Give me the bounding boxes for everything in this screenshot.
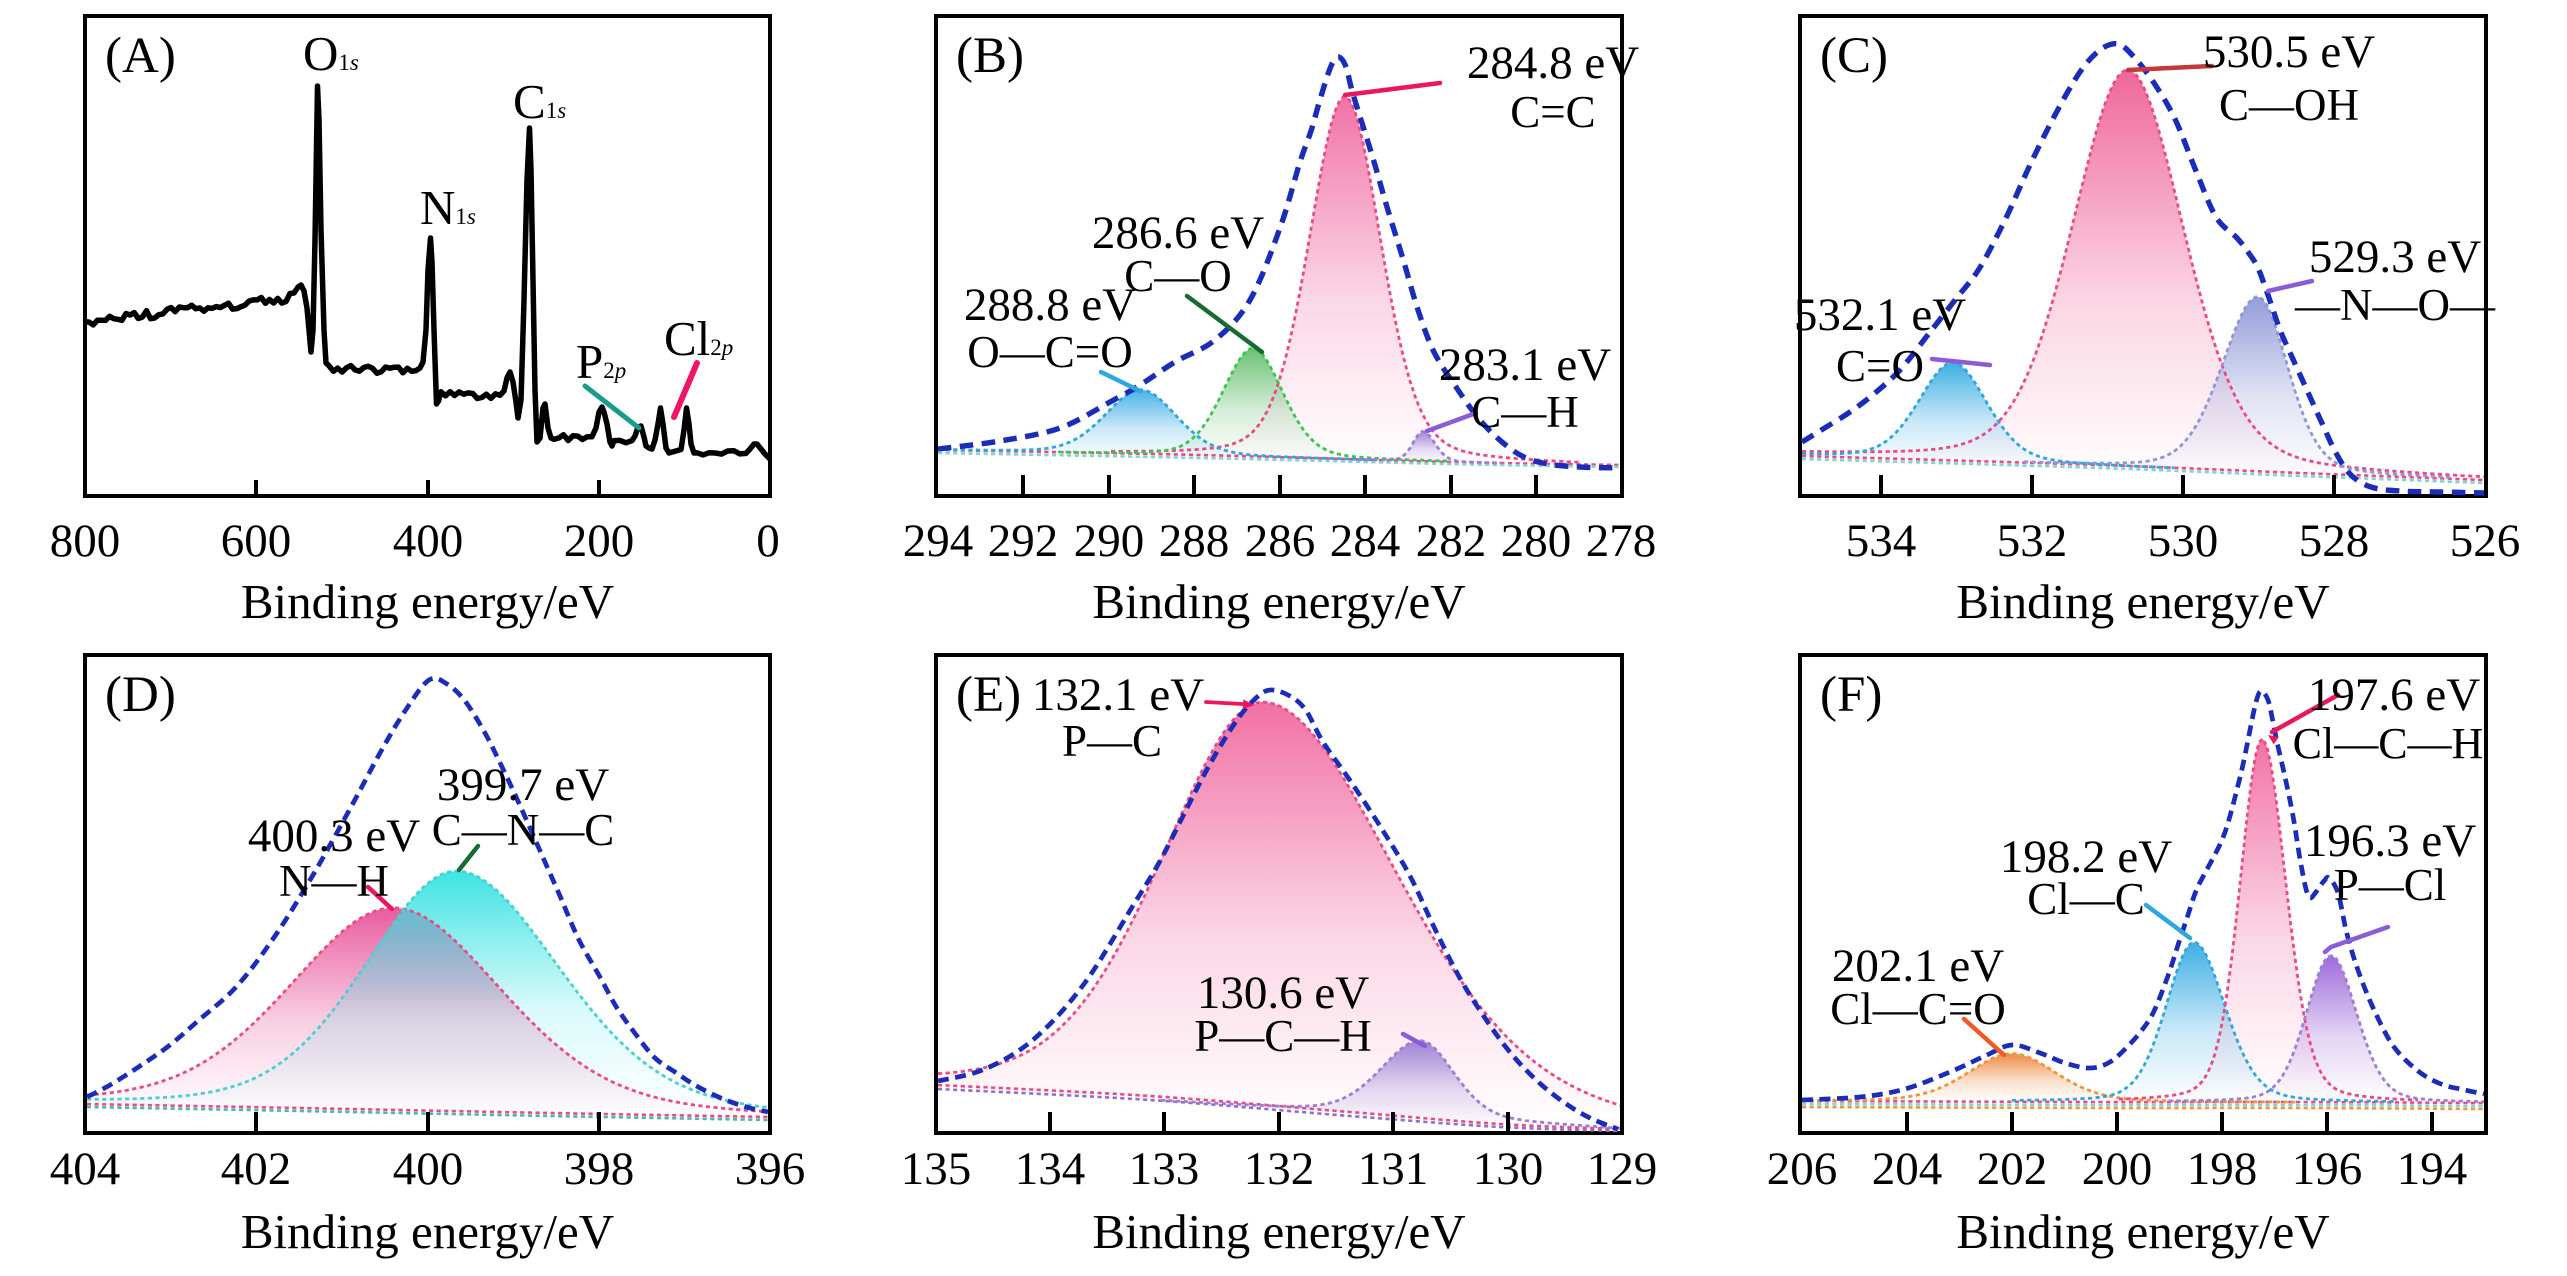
svg-text:530: 530 <box>2148 515 2219 567</box>
svg-text:290: 290 <box>1074 515 1145 567</box>
svg-text:(D): (D) <box>105 667 176 723</box>
svg-text:282: 282 <box>1416 515 1487 567</box>
svg-text:132.1 eV: 132.1 eV <box>1032 669 1204 721</box>
svg-text:Binding energy/eV: Binding energy/eV <box>1956 1204 2329 1259</box>
svg-text:Cl—C=O: Cl—C=O <box>1830 984 2005 1034</box>
svg-text:P—Cl: P—Cl <box>2334 860 2447 910</box>
svg-text:400: 400 <box>393 515 464 567</box>
svg-text:278: 278 <box>1586 515 1657 567</box>
svg-text:600: 600 <box>221 515 292 567</box>
svg-text:294: 294 <box>903 515 974 567</box>
svg-text:283.1 eV: 283.1 eV <box>1439 339 1611 391</box>
svg-text:204: 204 <box>1872 1143 1943 1195</box>
svg-text:280: 280 <box>1501 515 1572 567</box>
svg-text:398: 398 <box>564 1143 635 1195</box>
svg-text:129: 129 <box>1587 1143 1658 1195</box>
svg-text:194: 194 <box>2397 1143 2468 1195</box>
svg-text:530.5 eV: 530.5 eV <box>2203 26 2375 78</box>
svg-text:C—H: C—H <box>1471 387 1579 437</box>
svg-text:130: 130 <box>1473 1143 1544 1195</box>
svg-text:288.8 eV: 288.8 eV <box>964 279 1136 331</box>
svg-text:529.3 eV: 529.3 eV <box>2309 231 2481 283</box>
svg-text:292: 292 <box>988 515 1059 567</box>
svg-text:(C): (C) <box>1820 28 1888 84</box>
svg-text:131: 131 <box>1358 1143 1429 1195</box>
svg-text:197.6 eV: 197.6 eV <box>2308 669 2480 721</box>
svg-text:400: 400 <box>393 1143 464 1195</box>
svg-text:130.6 eV: 130.6 eV <box>1197 967 1369 1019</box>
svg-text:0: 0 <box>756 515 780 567</box>
svg-text:Binding energy/eV: Binding energy/eV <box>1956 574 2329 629</box>
svg-text:132: 132 <box>1244 1143 1315 1195</box>
svg-text:196: 196 <box>2292 1143 2363 1195</box>
svg-text:528: 528 <box>2299 515 2370 567</box>
svg-text:284.8 eV: 284.8 eV <box>1467 37 1639 89</box>
svg-text:(A): (A) <box>105 28 176 84</box>
svg-text:198.2 eV: 198.2 eV <box>2000 831 2172 883</box>
svg-text:286.6 eV: 286.6 eV <box>1092 207 1264 259</box>
svg-text:135: 135 <box>901 1143 972 1195</box>
svg-text:288: 288 <box>1159 515 1230 567</box>
svg-text:(E): (E) <box>956 667 1021 723</box>
svg-text:400.3 eV: 400.3 eV <box>248 810 420 862</box>
svg-text:C—N—C: C—N—C <box>432 805 615 855</box>
svg-text:396: 396 <box>735 1143 806 1195</box>
svg-text:532.1 eV: 532.1 eV <box>1794 289 1966 341</box>
svg-text:206: 206 <box>1767 1143 1838 1195</box>
svg-text:C=C: C=C <box>1510 87 1595 137</box>
svg-text:202: 202 <box>1977 1143 2048 1195</box>
svg-text:284: 284 <box>1330 515 1401 567</box>
svg-text:532: 532 <box>1997 515 2068 567</box>
svg-text:198: 198 <box>2187 1143 2258 1195</box>
svg-text:Binding energy/eV: Binding energy/eV <box>1092 1204 1465 1259</box>
svg-text:399.7 eV: 399.7 eV <box>437 759 609 811</box>
svg-text:P—C: P—C <box>1062 716 1162 766</box>
svg-text:Binding energy/eV: Binding energy/eV <box>241 574 614 629</box>
svg-text:134: 134 <box>1015 1143 1086 1195</box>
svg-text:C—OH: C—OH <box>2219 80 2359 130</box>
svg-text:286: 286 <box>1245 515 1316 567</box>
svg-text:O—C=O: O—C=O <box>967 327 1132 377</box>
svg-text:Cl—C—H: Cl—C—H <box>2293 719 2484 768</box>
svg-text:(F): (F) <box>1820 667 1882 723</box>
svg-text:800: 800 <box>50 515 121 567</box>
svg-text:Binding energy/eV: Binding energy/eV <box>241 1204 614 1259</box>
svg-text:Binding energy/eV: Binding energy/eV <box>1092 574 1465 629</box>
svg-text:(B): (B) <box>956 28 1024 84</box>
svg-text:202.1 eV: 202.1 eV <box>1832 940 2004 992</box>
svg-text:526: 526 <box>2450 515 2521 567</box>
svg-text:C—O: C—O <box>1124 251 1232 301</box>
svg-text:P—C—H: P—C—H <box>1194 1011 1372 1061</box>
svg-text:196.3 eV: 196.3 eV <box>2304 815 2476 867</box>
svg-text:N—H: N—H <box>279 856 389 906</box>
svg-text:200: 200 <box>2082 1143 2153 1195</box>
svg-text:Cl—C: Cl—C <box>2027 874 2145 924</box>
svg-text:—N—O—: —N—O— <box>2294 280 2496 330</box>
svg-text:200: 200 <box>564 515 635 567</box>
svg-text:404: 404 <box>50 1143 121 1195</box>
svg-text:402: 402 <box>221 1143 292 1195</box>
svg-text:C=O: C=O <box>1836 341 1924 391</box>
svg-text:534: 534 <box>1846 515 1917 567</box>
svg-text:133: 133 <box>1129 1143 1200 1195</box>
